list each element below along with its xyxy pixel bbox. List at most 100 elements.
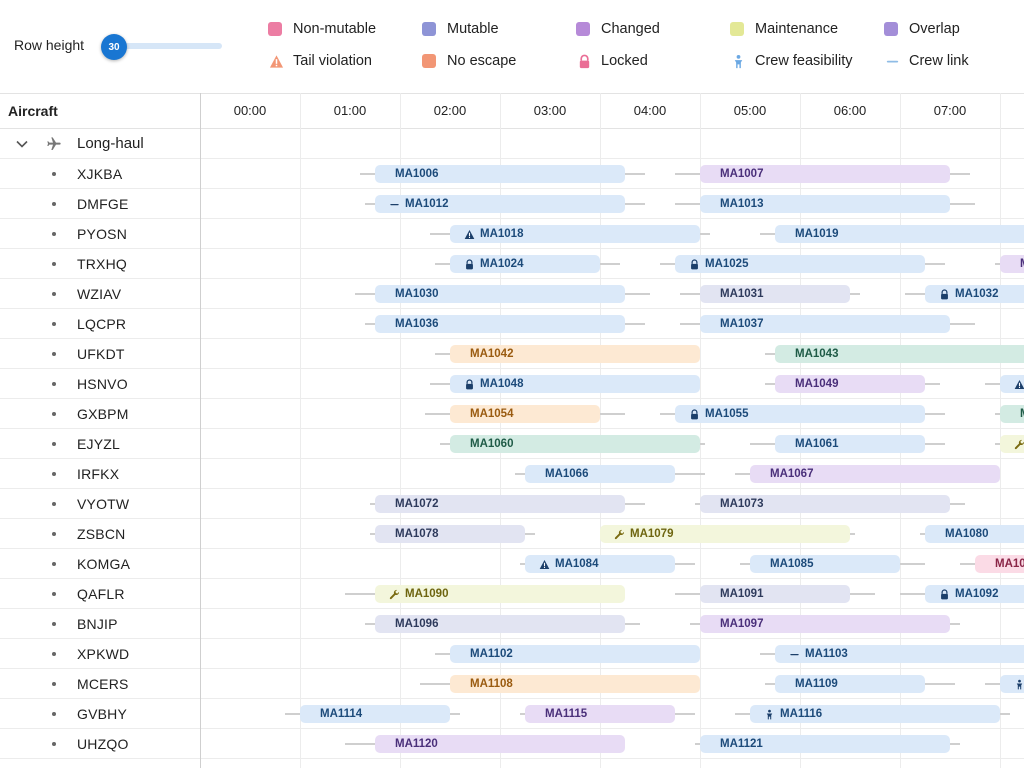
aircraft-row[interactable]: VYOTW MA1072 MA1073	[0, 489, 1024, 519]
aircraft-row[interactable]: PYOSN MA1018 MA1019	[0, 219, 1024, 249]
aircraft-row[interactable]: HSNVO MA1048 MA1049 MA1050	[0, 369, 1024, 399]
legend-label: Mutable	[447, 21, 499, 37]
flight-bar[interactable]: MA1026	[1000, 255, 1024, 273]
flight-bar[interactable]: MA1091	[700, 585, 850, 603]
flight-bar[interactable]: MA1055	[675, 405, 925, 423]
aircraft-row[interactable]: UFKDT MA1042 MA1043	[0, 339, 1024, 369]
flight-bar[interactable]: MA1109	[775, 675, 925, 693]
flight-id: MA1108	[470, 678, 513, 690]
flight-bar[interactable]: MA1079	[600, 525, 850, 543]
flight-bar[interactable]: MA1043	[775, 345, 1024, 363]
row-bullet	[52, 262, 56, 266]
row-bullet	[52, 742, 56, 746]
flight-bar[interactable]: MA1102	[450, 645, 700, 663]
flight-bar[interactable]: MA1120	[375, 735, 625, 753]
flight-bar[interactable]: MA1078	[375, 525, 525, 543]
aircraft-row[interactable]: MCERS MA1108 MA1109 MA1110	[0, 669, 1024, 699]
flight-bar[interactable]: MA1072	[375, 495, 625, 513]
flight-bar[interactable]: MA1030	[375, 285, 625, 303]
flight-bar[interactable]: MA1049	[775, 375, 925, 393]
flight-bar[interactable]: MA1048	[450, 375, 700, 393]
aircraft-row[interactable]: EJYZL MA1060 MA1061 MA1062	[0, 429, 1024, 459]
aircraft-row[interactable]: KOMGA MA1084 MA1085 MA1086	[0, 549, 1024, 579]
flight-bar[interactable]: MA1084	[525, 555, 675, 573]
turnaround-line	[950, 173, 970, 175]
aircraft-tail-label: VYOTW	[77, 496, 130, 512]
row-height-slider-track[interactable]	[112, 43, 222, 49]
flight-bar[interactable]: MA1103	[775, 645, 1024, 663]
turnaround-line	[625, 623, 640, 625]
aircraft-row[interactable]: GXBPM MA1054 MA1055 MA1056	[0, 399, 1024, 429]
flight-bar[interactable]: MA1096	[375, 615, 625, 633]
aircraft-tail-label: UHZQO	[77, 736, 129, 752]
aircraft-row[interactable]: IRFKX MA1066 MA1067	[0, 459, 1024, 489]
flight-bar[interactable]: MA1025	[675, 255, 925, 273]
line-icon	[389, 199, 400, 210]
flight-id: MA1067	[770, 468, 814, 480]
aircraft-row[interactable]: LQCPR MA1036 MA1037	[0, 309, 1024, 339]
aircraft-row[interactable]: ZSBCN MA1078 MA1079 MA1080	[0, 519, 1024, 549]
turnaround-line	[680, 293, 700, 295]
flight-bar[interactable]: MA1036	[375, 315, 625, 333]
flight-bar[interactable]: MA1073	[700, 495, 950, 513]
row-height-slider-thumb[interactable]: 30	[101, 34, 127, 60]
flight-bar[interactable]: MA1080	[925, 525, 1024, 543]
group-row-long-haul[interactable]: Long-haul	[0, 129, 1024, 159]
turnaround-line	[675, 563, 695, 565]
turnaround-line	[425, 413, 450, 415]
flight-bar[interactable]: MA1056	[1000, 405, 1024, 423]
aircraft-row[interactable]: QAFLR MA1090 MA1091 MA1092	[0, 579, 1024, 609]
flight-bar[interactable]: MA1097	[700, 615, 950, 633]
flight-bar[interactable]: MA1086	[975, 555, 1024, 573]
aircraft-tail-label: XPKWD	[77, 646, 130, 662]
flight-bar[interactable]: MA1108	[450, 675, 700, 693]
flight-bar[interactable]: MA1114	[300, 705, 450, 723]
flight-bar[interactable]: MA1007	[700, 165, 950, 183]
hour-gridline	[300, 93, 301, 768]
flight-bar[interactable]: MA1121	[700, 735, 950, 753]
flight-bar[interactable]: MA1050	[1000, 375, 1024, 393]
turnaround-line	[1000, 713, 1010, 715]
flight-bar[interactable]: MA1085	[750, 555, 900, 573]
aircraft-row[interactable]: GVBHY MA1114 MA1115 MA1116	[0, 699, 1024, 729]
aircraft-row[interactable]: DMFGE MA1012 MA1013	[0, 189, 1024, 219]
flight-bar[interactable]: MA1116	[750, 705, 1000, 723]
flight-bar[interactable]: MA1066	[525, 465, 675, 483]
aircraft-row[interactable]: XPKWD MA1102 MA1103	[0, 639, 1024, 669]
legend-item-no-escape: No escape	[422, 53, 516, 69]
flight-bar[interactable]: MA1067	[750, 465, 1000, 483]
flight-bar[interactable]: MA1013	[700, 195, 950, 213]
aircraft-row[interactable]: BNJIP MA1096 MA1097	[0, 609, 1024, 639]
aircraft-tail-label: PYOSN	[77, 226, 128, 242]
turnaround-line	[435, 653, 450, 655]
flight-bar[interactable]: MA1115	[525, 705, 675, 723]
flight-bar[interactable]: MA1092	[925, 585, 1024, 603]
aircraft-row[interactable]: WZIAV MA1030 MA1031 MA1032	[0, 279, 1024, 309]
flight-bar[interactable]: MA1018	[450, 225, 700, 243]
flight-bar[interactable]: MA1019	[775, 225, 1024, 243]
flight-bar[interactable]: MA1062	[1000, 435, 1024, 453]
flight-bar[interactable]: MA1037	[700, 315, 950, 333]
flight-id: MA1037	[720, 318, 764, 330]
aircraft-tail-label: BNJIP	[77, 616, 118, 632]
turnaround-line	[355, 293, 375, 295]
aircraft-row[interactable]: UHZQO MA1120 MA1121	[0, 729, 1024, 759]
flight-bar[interactable]: MA1006	[375, 165, 625, 183]
aircraft-row[interactable]: XJKBA MA1006 MA1007	[0, 159, 1024, 189]
flight-bar[interactable]: MA1110	[1000, 675, 1024, 693]
aircraft-row[interactable]	[0, 759, 1024, 768]
flight-bar[interactable]: MA1042	[450, 345, 700, 363]
column-divider[interactable]	[200, 93, 201, 768]
flight-bar[interactable]: MA1060	[450, 435, 700, 453]
flight-bar[interactable]: MA1012	[375, 195, 625, 213]
flight-bar[interactable]: MA1061	[775, 435, 925, 453]
turnaround-line	[600, 263, 620, 265]
aircraft-row[interactable]: TRXHQ MA1024 MA1025 MA1026	[0, 249, 1024, 279]
flight-bar[interactable]: MA1031	[700, 285, 850, 303]
chevron-down-icon[interactable]	[15, 137, 29, 156]
flight-bar[interactable]: MA1024	[450, 255, 600, 273]
flight-bar[interactable]: MA1032	[925, 285, 1024, 303]
turnaround-line	[430, 233, 450, 235]
flight-bar[interactable]: MA1054	[450, 405, 600, 423]
flight-bar[interactable]: MA1090	[375, 585, 625, 603]
